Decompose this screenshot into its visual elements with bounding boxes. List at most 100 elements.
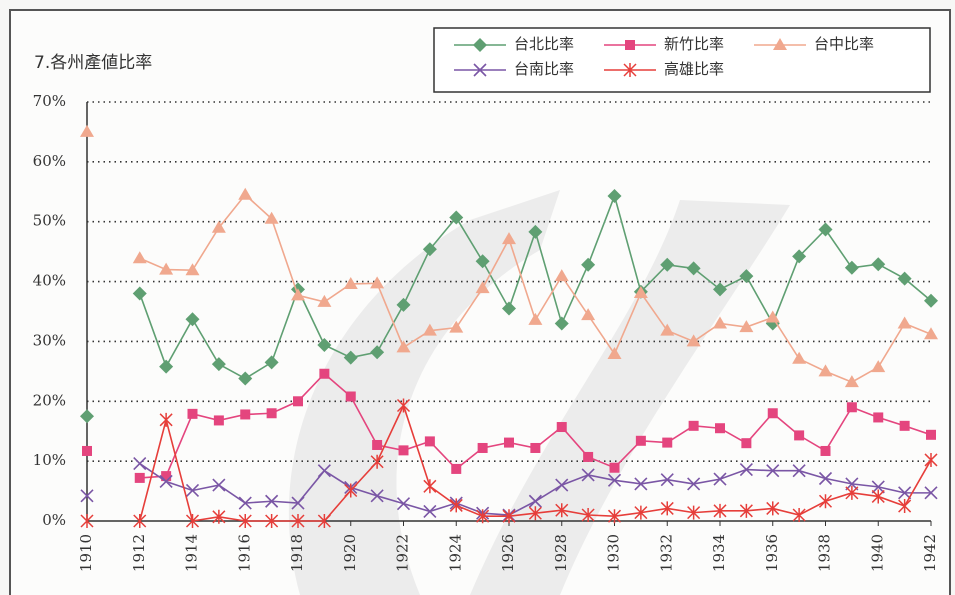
marker — [688, 420, 699, 431]
marker — [715, 423, 725, 434]
marker — [80, 124, 94, 137]
x-tick-label: 1912 — [130, 534, 148, 572]
marker — [820, 445, 831, 456]
marker — [80, 514, 94, 528]
marker — [319, 368, 330, 379]
marker — [317, 338, 332, 353]
marker — [398, 445, 409, 456]
frame — [9, 9, 951, 595]
legend-label: 台南比率 — [514, 60, 574, 78]
marker — [713, 503, 727, 518]
marker — [423, 504, 437, 518]
marker — [686, 334, 701, 347]
marker — [238, 187, 253, 200]
marker — [132, 286, 147, 301]
marker — [159, 412, 173, 427]
y-tick-label: 0% — [42, 511, 66, 529]
x-tick-label: 1928 — [552, 534, 570, 572]
marker — [504, 437, 514, 448]
marker — [635, 435, 646, 446]
marker — [449, 210, 464, 225]
marker — [451, 463, 462, 474]
x-tick-label: 1914 — [183, 534, 201, 572]
marker — [845, 485, 859, 500]
marker — [396, 340, 411, 353]
marker — [449, 320, 464, 333]
marker — [528, 312, 543, 325]
marker — [185, 263, 200, 276]
marker — [687, 505, 701, 520]
marker — [713, 472, 727, 486]
marker — [317, 514, 331, 528]
marker — [502, 301, 516, 316]
marker — [844, 375, 859, 388]
marker — [211, 357, 226, 372]
y-tick-label: 50% — [33, 212, 66, 230]
marker — [741, 438, 752, 449]
marker — [818, 471, 833, 486]
marker — [818, 364, 833, 377]
marker — [396, 497, 411, 511]
marker — [345, 391, 356, 402]
marker — [634, 477, 648, 491]
marker — [370, 454, 384, 469]
marker — [792, 351, 807, 364]
marker — [792, 249, 807, 264]
marker — [80, 409, 94, 424]
marker — [134, 472, 145, 483]
y-tick-label: 10% — [33, 451, 66, 469]
legend-label: 台中比率 — [814, 35, 874, 53]
marker — [926, 429, 936, 440]
marker — [739, 503, 753, 518]
marker — [924, 327, 938, 340]
marker — [924, 293, 938, 308]
marker — [475, 281, 490, 294]
marker — [713, 316, 727, 329]
marker — [264, 211, 279, 224]
marker — [555, 503, 569, 518]
marker — [581, 308, 596, 321]
marker — [897, 316, 912, 329]
marker — [423, 479, 437, 494]
marker — [370, 276, 385, 289]
marker — [625, 40, 635, 50]
marker — [212, 509, 226, 524]
marker — [240, 409, 251, 420]
x-tick-label: 1940 — [868, 534, 886, 572]
marker — [897, 271, 912, 286]
marker — [873, 412, 884, 423]
y-tick-label: 20% — [33, 391, 66, 409]
marker — [871, 360, 886, 373]
marker — [660, 257, 675, 272]
marker — [213, 415, 224, 426]
marker — [161, 471, 172, 482]
marker — [396, 398, 411, 413]
marker — [556, 422, 567, 433]
marker — [844, 260, 859, 275]
marker — [502, 509, 516, 524]
x-tick-label: 1922 — [394, 534, 412, 572]
marker — [607, 188, 622, 203]
marker — [343, 276, 358, 289]
marker — [794, 430, 805, 441]
marker — [212, 478, 226, 492]
marker — [739, 462, 753, 477]
legend-label: 台北比率 — [514, 35, 574, 53]
marker — [924, 452, 938, 467]
marker — [898, 499, 912, 514]
marker — [266, 408, 277, 419]
marker — [555, 478, 569, 492]
watermark — [288, 190, 560, 595]
marker — [291, 288, 305, 301]
marker — [370, 345, 385, 360]
marker — [291, 496, 305, 510]
x-tick-label: 1926 — [499, 534, 517, 572]
marker — [792, 508, 806, 523]
marker — [473, 38, 487, 52]
marker — [818, 222, 833, 237]
marker — [607, 473, 622, 487]
x-tick-label: 1932 — [657, 534, 675, 572]
chart-title: 7.各州產値比率 — [34, 53, 152, 73]
marker — [583, 451, 594, 462]
marker — [871, 489, 885, 504]
